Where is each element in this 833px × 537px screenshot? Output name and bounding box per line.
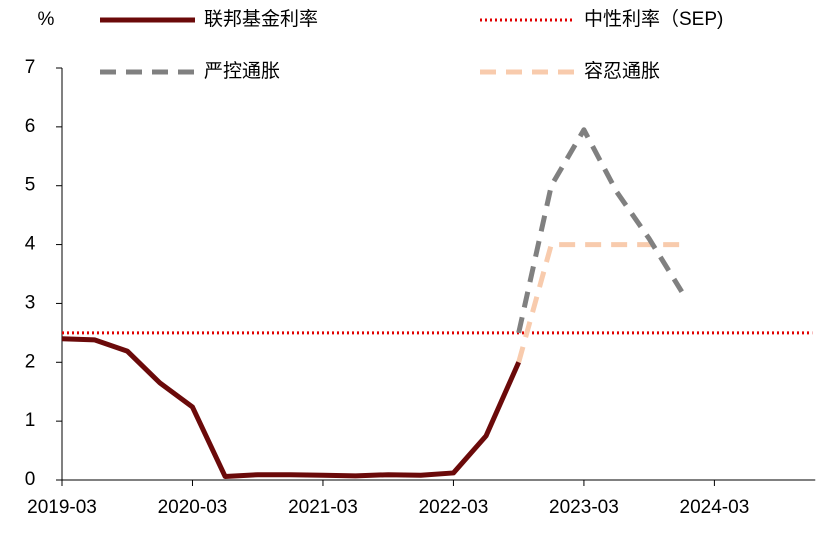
x-tick-label: 2024-03 [680,497,750,518]
y-tick-label: 5 [25,175,36,196]
series-line [61,336,521,479]
x-tick-label: 2022-03 [419,497,489,518]
y-tick-label: 2 [25,351,36,372]
legend-label: 中性利率（SEP) [584,8,723,30]
y-tick-label: 1 [25,410,36,431]
legend-label: 严控通胀 [204,60,280,82]
series-line [516,242,682,363]
x-tick-label: 2020-03 [158,497,228,518]
series-line [516,127,684,334]
y-tick-label: 4 [25,234,36,255]
y-tick-label: 3 [25,292,36,313]
legend-label: 容忍通胀 [584,60,660,82]
y-tick-label: 0 [25,469,36,490]
y-tick-label: 7 [25,57,36,78]
x-tick-label: 2021-03 [288,497,358,518]
x-tick-label: 2023-03 [549,497,619,518]
y-tick-label: 6 [25,116,36,137]
x-tick-label: 2019-03 [27,497,97,518]
legend-label: 联邦基金利率 [204,8,318,30]
y-unit-label: % [38,9,55,30]
